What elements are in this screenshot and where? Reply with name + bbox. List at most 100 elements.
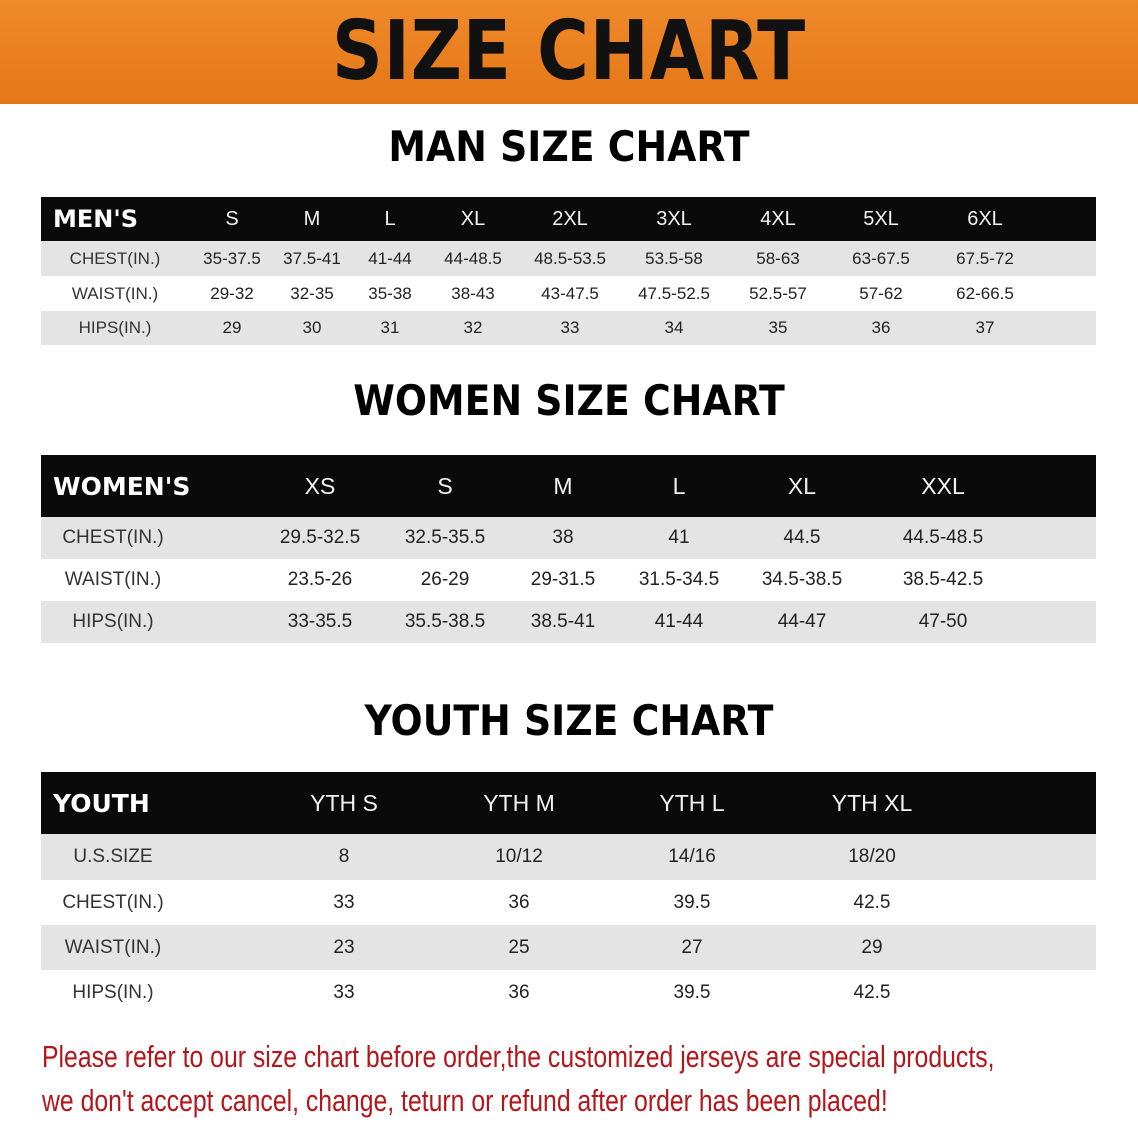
measurement-value: 26-29 <box>420 569 470 590</box>
measurement-value: 33 <box>560 318 580 337</box>
measurement-value: 38 <box>552 527 574 548</box>
size-column-header: 2XL <box>552 207 588 230</box>
measurement-value: 32-35 <box>290 283 334 303</box>
measurement-value: 33-35.5 <box>287 611 353 632</box>
measurement-value: 38.5-41 <box>530 611 596 632</box>
measurement-label: U.S.SIZE <box>73 846 153 867</box>
measurement-value: 47.5-52.5 <box>638 283 710 303</box>
measurement-value: 44-48.5 <box>444 248 502 268</box>
measurement-value: 38.5-42.5 <box>902 569 984 590</box>
size-column-header: YTH M <box>483 789 555 816</box>
measurement-value: 62-66.5 <box>956 283 1014 303</box>
women-section-title: WOMEN SIZE CHART <box>353 376 785 425</box>
women-table-header: WOMEN'S XS S M L XL XXL <box>41 455 1096 517</box>
measurement-value: 44.5 <box>783 527 821 548</box>
banner-title: SIZE CHART <box>331 4 807 99</box>
measurement-value: 32 <box>463 318 483 337</box>
measurement-value: 52.5-57 <box>749 283 807 303</box>
table-row: CHEST(IN.) 33 36 39.5 42.5 <box>41 880 1096 925</box>
size-column-header: YTH L <box>659 789 725 816</box>
table-row: HIPS(IN.) 29 30 31 32 33 34 35 36 37 <box>41 311 1096 345</box>
measurement-label: HIPS(IN.) <box>72 981 154 1003</box>
measurement-value: 29-32 <box>210 283 254 303</box>
measurement-value: 29 <box>222 318 242 337</box>
measurement-value: 29.5-32.5 <box>279 527 361 548</box>
measurement-value: 41-44 <box>368 248 412 268</box>
measurement-value: 57-62 <box>859 283 903 303</box>
size-column-header: 3XL <box>656 207 692 230</box>
measurement-value: 41 <box>668 527 690 548</box>
table-title: MEN'S <box>53 205 138 233</box>
measurement-value: 23 <box>333 936 355 958</box>
size-column-header: S <box>437 472 453 499</box>
measurement-value: 29 <box>861 936 883 958</box>
table-row: CHEST(IN.) 35-37.5 37.5-41 41-44 44-48.5 48.5… <box>41 241 1096 276</box>
measurement-value: 34 <box>664 318 684 337</box>
measurement-value: 32.5-35.5 <box>404 527 486 548</box>
measurement-value: 29-31.5 <box>530 569 596 590</box>
measurement-value: 63-67.5 <box>852 248 910 268</box>
measurement-value: 36 <box>871 318 891 337</box>
measurement-value: 44.5-48.5 <box>902 527 984 548</box>
measurement-value: 27 <box>681 936 703 958</box>
table-title: YOUTH <box>53 788 150 818</box>
measurement-value: 42.5 <box>853 981 891 1003</box>
size-column-header: YTH S <box>310 789 378 816</box>
measurement-value: 35 <box>768 318 788 337</box>
measurement-value: 18/20 <box>848 846 896 867</box>
measurement-value: 34.5-38.5 <box>761 569 843 590</box>
measurement-value: 14/16 <box>668 846 716 867</box>
measurement-value: 35-38 <box>368 283 412 303</box>
measurement-label: CHEST(IN.) <box>69 248 161 268</box>
size-column-header: L <box>384 207 396 230</box>
size-column-header: M <box>553 472 573 499</box>
size-chart-banner: SIZE CHART <box>0 0 1138 104</box>
size-column-header: XL <box>787 472 817 499</box>
table-row: HIPS(IN.) 33-35.5 35.5-38.5 38.5-41 41-44 44-… <box>41 601 1096 643</box>
measurement-value: 33 <box>333 891 355 913</box>
measurement-value: 25 <box>508 936 530 958</box>
men-table-header: MEN'S S M L XL 2XL 3XL 4XL 5XL 6XL <box>41 197 1096 241</box>
measurement-value: 23.5-26 <box>287 569 353 590</box>
youth-size-table: YOUTH YTH S YTH M YTH L YTH XL U.S.SIZE 8 10/12… <box>41 772 1096 1015</box>
measurement-value: 67.5-72 <box>956 248 1014 268</box>
measurement-value: 48.5-53.5 <box>534 248 606 268</box>
measurement-value: 42.5 <box>853 891 891 913</box>
measurement-label: WAIST(IN.) <box>71 283 159 303</box>
measurement-label: HIPS(IN.) <box>72 611 154 632</box>
size-column-header: S <box>225 207 239 230</box>
measurement-label: WAIST(IN.) <box>64 936 162 958</box>
size-column-header: XS <box>304 472 336 499</box>
youth-section-title: YOUTH SIZE CHART <box>364 696 774 745</box>
size-column-header: XXL <box>921 472 965 499</box>
measurement-value: 53.5-58 <box>645 248 703 268</box>
table-row: WAIST(IN.) 29-32 32-35 35-38 38-43 43-47.5 47.… <box>41 276 1096 311</box>
measurement-value: 31 <box>380 318 400 337</box>
size-column-header: YTH XL <box>831 789 913 816</box>
measurement-value: 39.5 <box>673 981 711 1003</box>
measurement-value: 31.5-34.5 <box>638 569 720 590</box>
measurement-label: HIPS(IN.) <box>78 318 152 337</box>
table-title: WOMEN'S <box>53 471 191 501</box>
youth-table-header: YOUTH YTH S YTH M YTH L YTH XL <box>41 772 1096 834</box>
measurement-value: 38-43 <box>451 283 495 303</box>
notice-line-1: Please refer to our size chart before or… <box>42 1039 995 1074</box>
size-column-header: XL <box>460 207 486 230</box>
men-section-title: MAN SIZE CHART <box>388 122 750 171</box>
measurement-value: 44-47 <box>777 611 827 632</box>
measurement-value: 33 <box>333 981 355 1003</box>
measurement-value: 8 <box>338 846 350 867</box>
measurement-label: WAIST(IN.) <box>64 569 162 590</box>
table-row: HIPS(IN.) 33 36 39.5 42.5 <box>41 970 1096 1015</box>
table-row: WAIST(IN.) 23 25 27 29 <box>41 925 1096 970</box>
men-size-table: MEN'S S M L XL 2XL 3XL 4XL 5XL 6XL CHEST(IN.) 35-37… <box>41 197 1096 345</box>
size-column-header: 6XL <box>967 207 1003 230</box>
notice-line-2: we don't accept cancel, change, teturn o… <box>42 1083 888 1118</box>
measurement-value: 10/12 <box>495 846 543 867</box>
size-column-header: 5XL <box>863 207 899 230</box>
women-size-table: WOMEN'S XS S M L XL XXL CHEST(IN.) 29.5-32.5 32.5… <box>41 455 1096 643</box>
measurement-value: 43-47.5 <box>541 283 599 303</box>
size-column-header: M <box>303 207 321 230</box>
size-column-header: 4XL <box>760 207 796 230</box>
measurement-label: CHEST(IN.) <box>62 891 164 913</box>
